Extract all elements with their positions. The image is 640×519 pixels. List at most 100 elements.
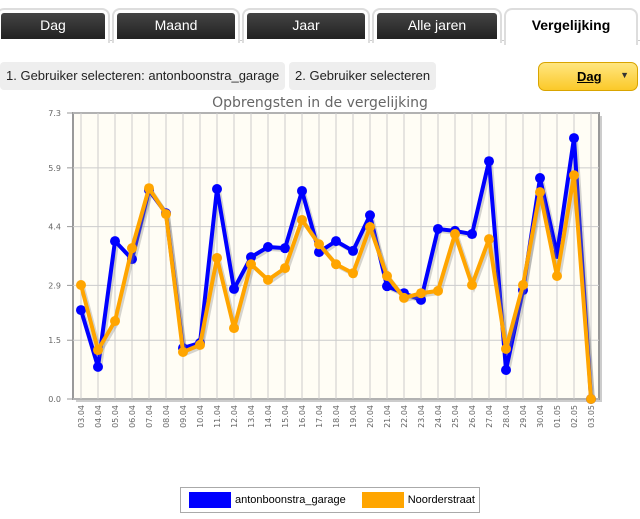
data-point [467, 279, 477, 290]
data-point [501, 343, 511, 354]
data-point [348, 245, 358, 256]
data-point [365, 210, 375, 221]
data-point [467, 229, 477, 240]
data-point [484, 234, 494, 245]
data-point [246, 252, 256, 263]
x-tick-label: 15.04 [281, 405, 290, 428]
data-point [433, 285, 443, 296]
x-tick-label: 22.04 [400, 405, 409, 428]
tab-maand[interactable]: Maand [112, 8, 240, 43]
legend-swatch-orange [361, 492, 404, 508]
y-tick-label: 1.5 [48, 336, 61, 345]
x-tick-label: 24.04 [434, 405, 443, 428]
data-point [297, 214, 307, 225]
data-point [518, 279, 528, 290]
legend-swatch-blue [189, 492, 231, 508]
select-user-1-button[interactable]: 1. Gebruiker selecteren: antonboonstra_g… [0, 62, 286, 90]
data-point [263, 241, 273, 252]
data-point [331, 259, 341, 270]
data-point [399, 292, 409, 303]
data-point [433, 223, 443, 234]
x-tick-label: 27.04 [485, 405, 494, 428]
data-point [501, 365, 511, 376]
tab-dag[interactable]: Dag [0, 8, 110, 43]
x-tick-label: 03.04 [77, 405, 86, 428]
data-point [484, 156, 494, 167]
data-point [229, 283, 239, 294]
data-point [450, 229, 460, 240]
y-tick-label: 2.9 [48, 281, 61, 290]
data-point [246, 259, 256, 270]
data-point [127, 243, 137, 254]
x-tick-label: 04.04 [94, 405, 103, 428]
data-point [263, 274, 273, 285]
data-point [535, 173, 545, 184]
data-point [93, 345, 103, 356]
x-tick-label: 12.04 [230, 405, 239, 428]
x-tick-label: 19.04 [349, 405, 358, 428]
data-point [416, 288, 426, 299]
x-tick-label: 25.04 [451, 405, 460, 428]
x-tick-label: 17.04 [315, 405, 324, 428]
legend-label: antonboonstra_garage [235, 494, 346, 506]
tab-bar: Dag Maand Jaar Alle jaren Vergelijking [0, 0, 640, 45]
data-point [569, 170, 579, 181]
x-tick-label: 14.04 [264, 405, 273, 428]
data-point [280, 263, 290, 274]
tab-alle-jaren[interactable]: Alle jaren [372, 8, 502, 43]
x-tick-label: 30.04 [536, 405, 545, 428]
x-tick-label: 11.04 [213, 405, 222, 428]
data-point [161, 209, 171, 220]
data-point [348, 268, 358, 279]
select-user-2-button[interactable]: 2. Gebruiker selecteren [289, 62, 437, 90]
x-tick-label: 28.04 [502, 405, 511, 428]
data-point [331, 236, 341, 247]
x-tick-label: 26.04 [468, 405, 477, 428]
x-tick-label: 05.04 [111, 405, 120, 428]
period-dropdown[interactable]: Dag ▼ [538, 62, 638, 91]
chart-title: Opbrengsten in de vergelijking [212, 95, 428, 111]
x-tick-label: 03.05 [587, 405, 596, 428]
data-point [552, 270, 562, 281]
x-tick-label: 13.04 [247, 405, 256, 428]
data-point [229, 323, 239, 334]
x-tick-label: 08.04 [162, 405, 171, 428]
data-point [76, 305, 86, 316]
y-tick-label: 4.4 [48, 223, 61, 232]
tab-vergelijking[interactable]: Vergelijking [504, 8, 638, 45]
data-point [178, 346, 188, 357]
data-point [110, 236, 120, 247]
x-tick-label: 20.04 [366, 405, 375, 428]
x-tick-label: 18.04 [332, 405, 341, 428]
y-tick-label: 0.0 [48, 395, 61, 404]
caret-down-icon: ▼ [620, 70, 629, 80]
x-tick-label: 16.04 [298, 405, 307, 428]
data-point [314, 239, 324, 250]
data-point [365, 222, 375, 233]
data-point [212, 252, 222, 263]
x-tick-label: 29.04 [519, 405, 528, 428]
data-point [297, 185, 307, 196]
data-point [212, 184, 222, 195]
data-point [195, 339, 205, 350]
x-tick-label: 01.05 [553, 405, 562, 428]
data-point [586, 394, 596, 404]
data-point [535, 187, 545, 198]
x-tick-label: 23.04 [417, 405, 426, 428]
y-tick-label: 7.3 [48, 109, 61, 118]
x-tick-label: 07.04 [145, 405, 154, 428]
data-point [569, 133, 579, 144]
data-point [110, 316, 120, 327]
data-point [280, 243, 290, 254]
data-point [76, 279, 86, 290]
legend-label: Noorderstraat [407, 494, 475, 506]
data-point [382, 270, 392, 281]
data-point [144, 183, 154, 194]
x-tick-label: 06.04 [128, 405, 137, 428]
x-tick-label: 21.04 [383, 405, 392, 428]
x-tick-label: 02.05 [570, 405, 579, 428]
x-tick-label: 10.04 [196, 405, 205, 428]
tab-jaar[interactable]: Jaar [242, 8, 370, 43]
x-tick-label: 09.04 [179, 405, 188, 428]
